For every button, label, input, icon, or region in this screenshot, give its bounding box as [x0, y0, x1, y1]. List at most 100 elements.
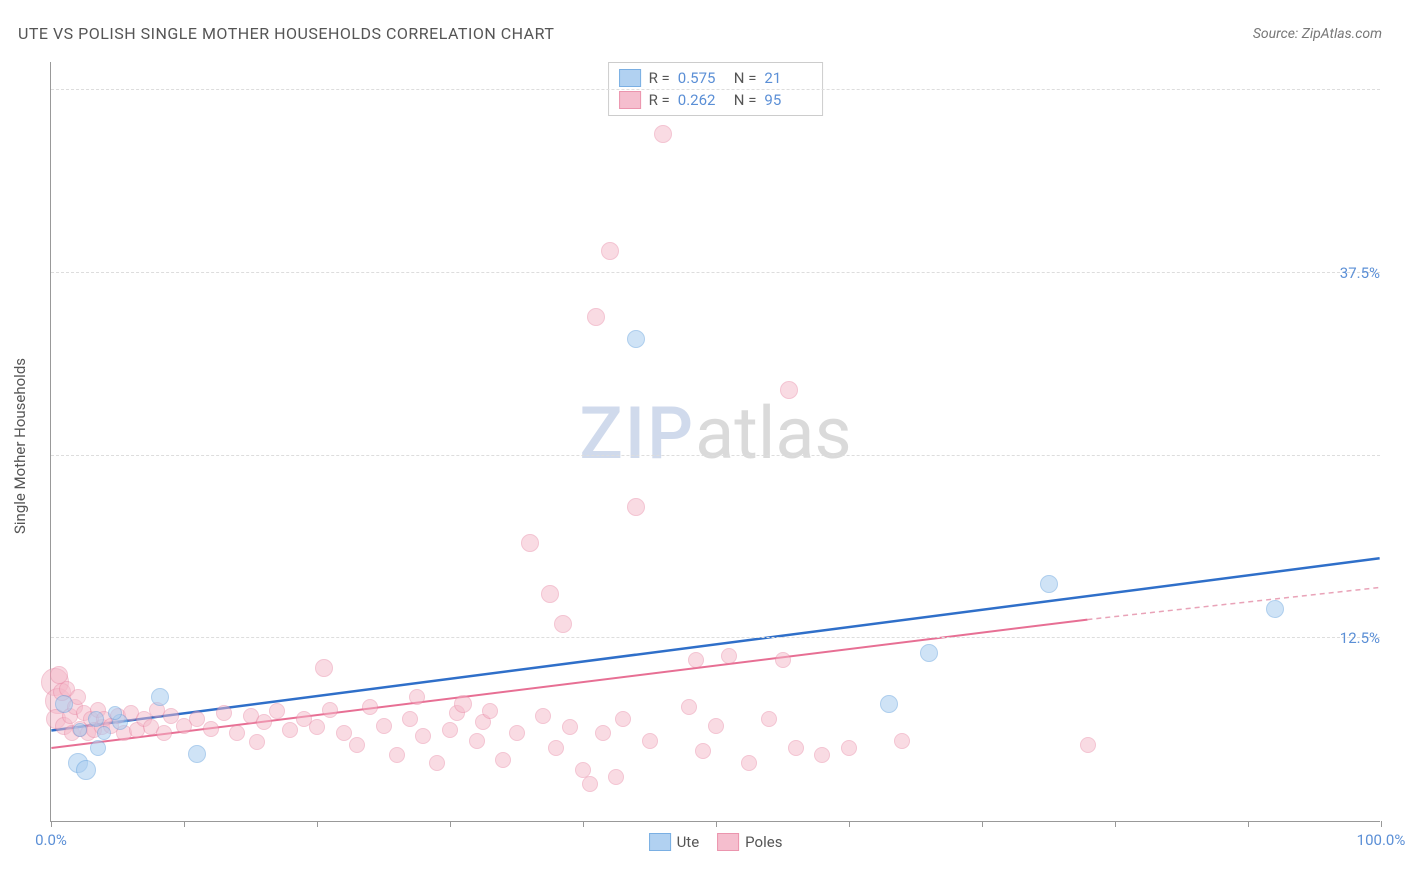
poles-n-value: 95 — [764, 91, 812, 109]
legend-row-poles: R = 0.262 N = 95 — [619, 89, 813, 111]
data-point-poles — [627, 498, 645, 516]
x-tick — [1248, 821, 1249, 827]
plot-area: ZIPatlas R = 0.575 N = 21 R = 0.262 N = … — [50, 62, 1380, 822]
data-point-poles — [695, 743, 711, 759]
chart-container: UTE VS POLISH SINGLE MOTHER HOUSEHOLDS C… — [0, 0, 1406, 892]
data-point-poles — [469, 733, 485, 749]
poles-r-value: 0.262 — [678, 91, 726, 109]
data-point-ute — [90, 740, 106, 756]
data-point-poles — [409, 689, 425, 705]
data-point-poles — [562, 719, 578, 735]
y-axis-label: Single Mother Households — [11, 358, 29, 534]
data-point-ute — [88, 711, 104, 727]
data-point-poles — [282, 722, 298, 738]
data-point-ute — [1266, 600, 1284, 618]
data-point-poles — [741, 755, 757, 771]
data-point-poles — [775, 652, 791, 668]
data-point-poles — [315, 659, 333, 677]
data-point-poles — [575, 762, 591, 778]
data-point-ute — [627, 330, 645, 348]
data-point-ute — [73, 723, 87, 737]
swatch-poles — [619, 91, 641, 109]
data-point-ute — [55, 695, 73, 713]
data-point-poles — [256, 714, 272, 730]
legend-item-poles: Poles — [717, 833, 782, 851]
data-point-poles — [554, 615, 572, 633]
data-point-poles — [688, 652, 704, 668]
n-label: N = — [734, 69, 757, 87]
gridline — [51, 637, 1380, 638]
legend-label-ute: Ute — [677, 833, 700, 851]
x-tick — [184, 821, 185, 827]
x-tick — [716, 821, 717, 827]
x-tick — [583, 821, 584, 827]
x-tick — [317, 821, 318, 827]
data-point-poles — [362, 699, 378, 715]
series-legend: Ute Poles — [649, 833, 783, 851]
data-point-poles — [454, 695, 472, 713]
swatch-ute — [619, 69, 641, 87]
data-point-ute — [880, 695, 898, 713]
data-point-poles — [309, 719, 325, 735]
data-point-poles — [708, 718, 724, 734]
data-point-poles — [442, 722, 458, 738]
x-tick — [450, 821, 451, 827]
data-point-poles — [721, 648, 737, 664]
data-point-poles — [841, 740, 857, 756]
legend-row-ute: R = 0.575 N = 21 — [619, 67, 813, 89]
data-point-poles — [548, 740, 564, 756]
data-point-poles — [349, 737, 365, 753]
data-point-poles — [229, 725, 245, 741]
data-point-poles — [587, 308, 605, 326]
data-point-poles — [402, 711, 418, 727]
data-point-poles — [780, 381, 798, 399]
r-label: R = — [649, 91, 670, 109]
source-label: Source: ZipAtlas.com — [1253, 26, 1382, 42]
x-tick-label: 0.0% — [35, 831, 67, 849]
data-point-poles — [389, 747, 405, 763]
x-tick — [51, 821, 52, 827]
data-point-poles — [509, 725, 525, 741]
x-tick — [1381, 821, 1382, 827]
legend-item-ute: Ute — [649, 833, 700, 851]
data-point-poles — [541, 585, 559, 603]
data-point-ute — [1040, 575, 1058, 593]
data-point-poles — [1080, 737, 1096, 753]
data-point-poles — [429, 755, 445, 771]
y-tick-label: 12.5% — [1332, 629, 1380, 647]
watermark-zip: ZIP — [579, 391, 695, 476]
data-point-poles — [322, 702, 338, 718]
data-point-poles — [249, 734, 265, 750]
x-tick-label: 100.0% — [1357, 831, 1406, 849]
y-tick-label: 37.5% — [1332, 264, 1380, 282]
watermark-atlas: atlas — [695, 391, 852, 476]
data-point-poles — [535, 708, 551, 724]
data-point-poles — [894, 733, 910, 749]
data-point-poles — [482, 703, 498, 719]
n-label: N = — [734, 91, 757, 109]
data-point-poles — [615, 711, 631, 727]
data-point-ute — [76, 760, 96, 780]
ute-n-value: 21 — [764, 69, 812, 87]
chart-title: UTE VS POLISH SINGLE MOTHER HOUSEHOLDS C… — [18, 24, 554, 43]
data-point-poles — [601, 242, 619, 260]
data-point-ute — [920, 644, 938, 662]
x-tick — [849, 821, 850, 827]
data-point-poles — [376, 718, 392, 734]
data-point-ute — [108, 706, 122, 720]
gridline — [51, 272, 1380, 273]
gridline — [51, 455, 1380, 456]
data-point-poles — [521, 534, 539, 552]
data-point-poles — [495, 752, 511, 768]
data-point-poles — [216, 705, 232, 721]
data-point-ute — [151, 688, 169, 706]
swatch-poles — [717, 833, 739, 851]
watermark: ZIPatlas — [579, 391, 851, 476]
x-tick — [982, 821, 983, 827]
data-point-poles — [788, 740, 804, 756]
gridline — [51, 89, 1380, 90]
data-point-poles — [156, 725, 172, 741]
data-point-poles — [582, 776, 598, 792]
x-tick — [1115, 821, 1116, 827]
legend-label-poles: Poles — [745, 833, 782, 851]
